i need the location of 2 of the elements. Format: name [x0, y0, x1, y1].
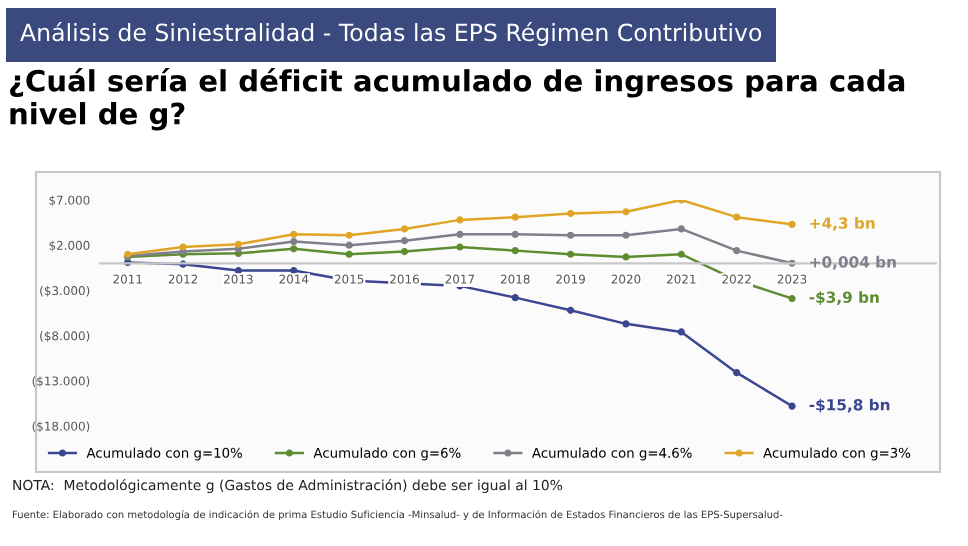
- chart-title: Análisis de Siniestralidad - Todas las EPS Régimen Contributivo: [20, 22, 762, 46]
- chart-subtitle: ¿Cuál sería el déficit acumulado de ingresos para cada nivel de g?: [10, 68, 905, 131]
